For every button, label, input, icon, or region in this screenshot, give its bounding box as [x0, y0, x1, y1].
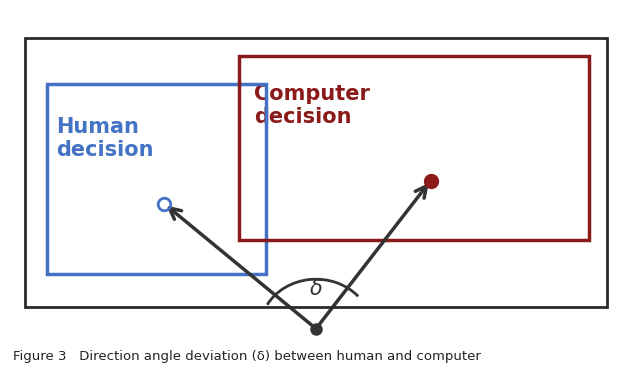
Bar — [238, 56, 588, 240]
Text: Computer
decision: Computer decision — [254, 84, 370, 127]
Text: Human
decision: Human decision — [56, 116, 154, 160]
Bar — [25, 38, 607, 307]
Text: δ: δ — [310, 279, 322, 299]
Text: Figure 3   Direction angle deviation (δ) between human and computer: Figure 3 Direction angle deviation (δ) b… — [13, 350, 480, 363]
Bar — [47, 84, 267, 274]
